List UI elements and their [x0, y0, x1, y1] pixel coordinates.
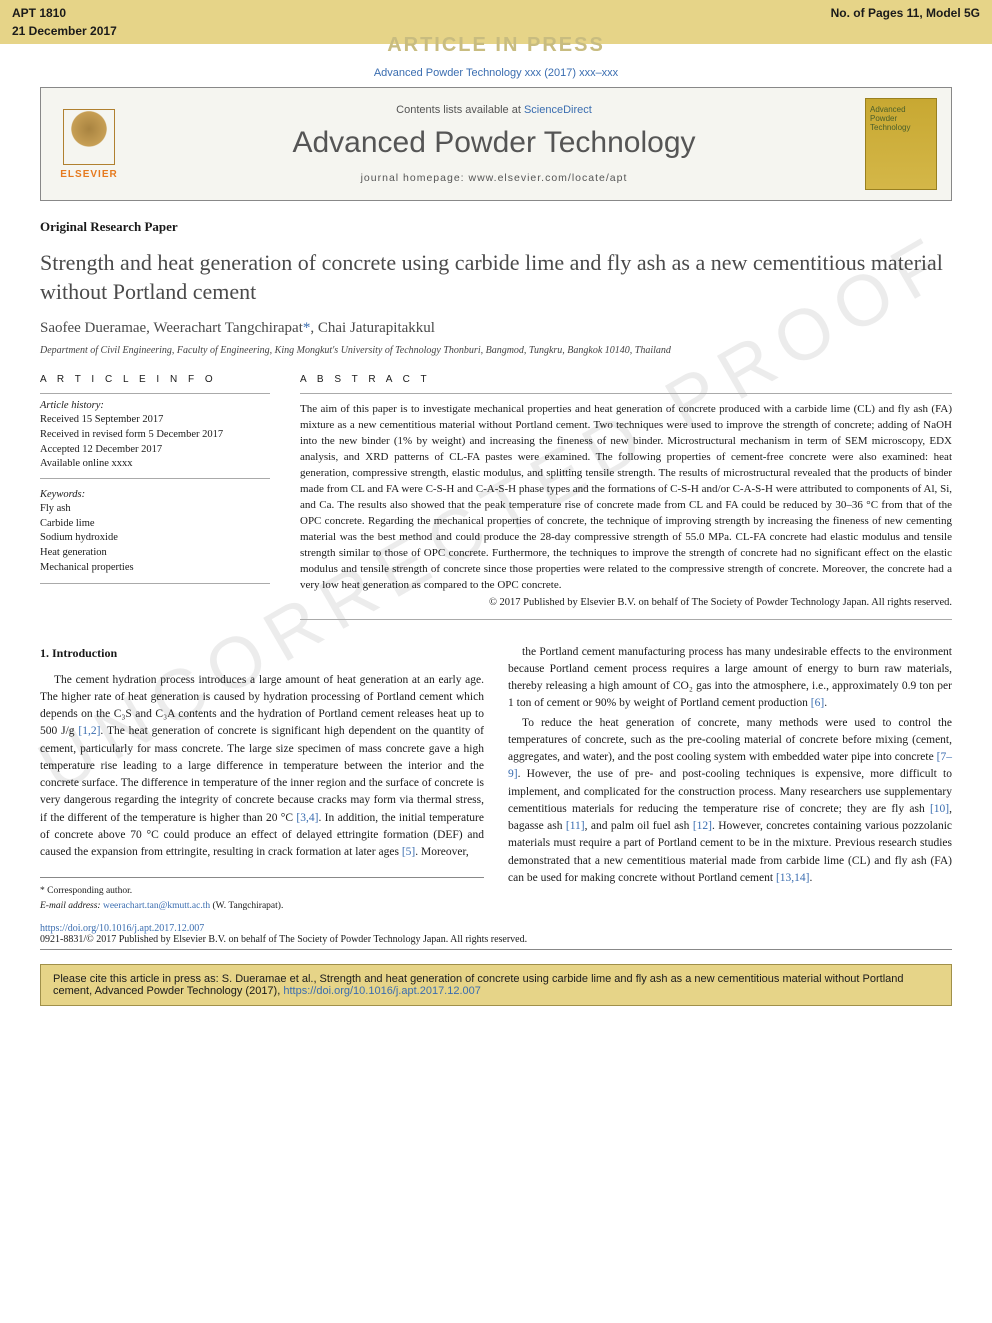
keyword: Sodium hydroxide — [40, 531, 270, 546]
keyword: Mechanical properties — [40, 561, 270, 576]
doi-footer: https://doi.org/10.1016/j.apt.2017.12.00… — [40, 923, 952, 950]
citation-link[interactable]: [1,2] — [78, 725, 100, 737]
citation-link[interactable]: [11] — [566, 820, 585, 832]
history-label: Article history: — [40, 400, 270, 411]
citation-link[interactable]: [10] — [930, 803, 949, 815]
apt-code: APT 1810 — [12, 6, 117, 20]
corr-star: * Corresponding author. — [40, 884, 484, 898]
date-received: Received 15 September 2017 — [40, 413, 270, 428]
issn-copyright: 0921-8831/© 2017 Published by Elsevier B… — [40, 934, 952, 945]
sciencedirect-link[interactable]: ScienceDirect — [524, 104, 592, 116]
citation-link[interactable]: [12] — [693, 820, 712, 832]
body-two-column: 1. Introduction The cement hydration pro… — [40, 644, 952, 913]
citation-link[interactable]: [5] — [402, 846, 415, 858]
corr-email-line: E-mail address: weerachart.tan@kmutt.ac.… — [40, 899, 484, 913]
citation-link[interactable]: [3,4] — [296, 812, 318, 824]
date-accepted: Accepted 12 December 2017 — [40, 443, 270, 458]
intro-paragraph-1: The cement hydration process introduces … — [40, 672, 484, 862]
doi-link[interactable]: https://doi.org/10.1016/j.apt.2017.12.00… — [40, 923, 952, 934]
abstract-text: The aim of this paper is to investigate … — [300, 393, 952, 619]
journal-name: Advanced Powder Technology — [137, 126, 851, 160]
journal-header-box: ELSEVIER Contents lists available at Sci… — [40, 87, 952, 201]
journal-cover-thumbnail: Advanced Powder Technology — [865, 98, 937, 190]
keyword: Carbide lime — [40, 517, 270, 532]
cite-doi-link[interactable]: https://doi.org/10.1016/j.apt.2017.12.00… — [283, 985, 481, 997]
journal-reference: Advanced Powder Technology xxx (2017) xx… — [40, 67, 952, 79]
paper-type: Original Research Paper — [40, 219, 952, 235]
abstract-header: A B S T R A C T — [300, 374, 952, 385]
keyword: Heat generation — [40, 546, 270, 561]
intro-paragraph-3: To reduce the heat generation of concret… — [508, 715, 952, 888]
paper-title: Strength and heat generation of concrete… — [40, 249, 952, 306]
author-list: Saofee Dueramae, Weerachart Tangchirapat… — [40, 320, 952, 337]
corr-email-link[interactable]: weerachart.tan@kmutt.ac.th — [103, 901, 210, 911]
body-left-column: 1. Introduction The cement hydration pro… — [40, 644, 484, 913]
abstract-copyright: © 2017 Published by Elsevier B.V. on beh… — [300, 595, 952, 610]
corresponding-author-box: * Corresponding author. E-mail address: … — [40, 877, 484, 913]
elsevier-word: ELSEVIER — [60, 169, 117, 180]
keyword: Fly ash — [40, 502, 270, 517]
contents-available: Contents lists available at ScienceDirec… — [137, 104, 851, 116]
citation-link[interactable]: [13,14] — [776, 872, 810, 884]
elsevier-tree-icon — [63, 109, 115, 165]
intro-paragraph-2: the Portland cement manufacturing proces… — [508, 644, 952, 713]
date-revised: Received in revised form 5 December 2017 — [40, 428, 270, 443]
affiliation: Department of Civil Engineering, Faculty… — [40, 345, 952, 356]
section-heading-intro: 1. Introduction — [40, 644, 484, 662]
journal-homepage: journal homepage: www.elsevier.com/locat… — [137, 172, 851, 184]
abstract-column: A B S T R A C T The aim of this paper is… — [300, 374, 952, 619]
article-info-header: A R T I C L E I N F O — [40, 374, 270, 385]
article-in-press-banner: ARTICLE IN PRESS — [40, 34, 952, 57]
article-info-column: A R T I C L E I N F O Article history: R… — [40, 374, 270, 619]
citation-link[interactable]: [6] — [811, 697, 824, 709]
keywords-label: Keywords: — [40, 489, 270, 500]
body-right-column: the Portland cement manufacturing proces… — [508, 644, 952, 913]
elsevier-logo: ELSEVIER — [55, 109, 123, 180]
date-online: Available online xxxx — [40, 457, 270, 472]
citation-box: Please cite this article in press as: S.… — [40, 964, 952, 1006]
